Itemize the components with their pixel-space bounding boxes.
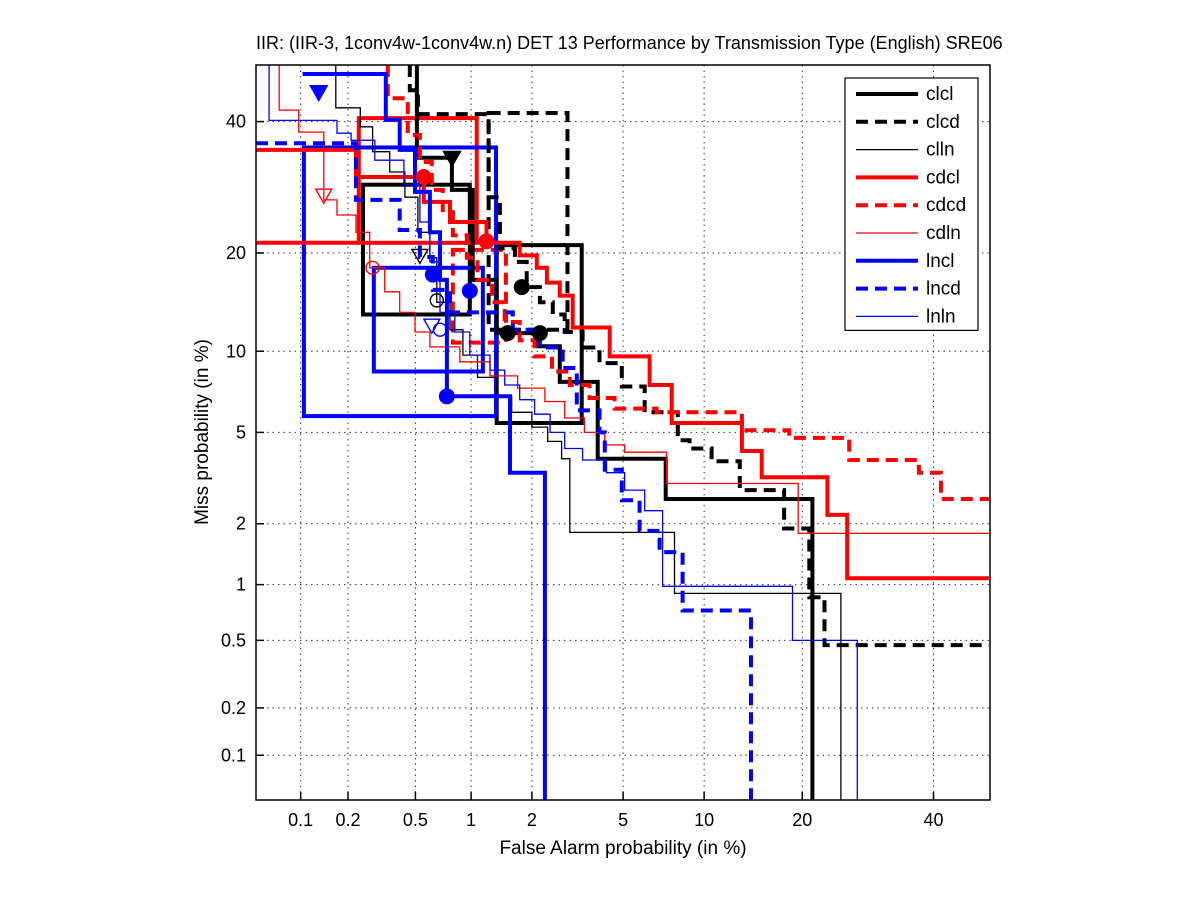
legend: clcl clcd clln cdcl cdcd cdln lncl lncd lnln — [844, 77, 979, 331]
open-circle-marker — [432, 322, 448, 337]
legend-label-clcd: clcd — [926, 112, 960, 133]
x-tick-label: 1 — [466, 810, 476, 830]
y-tick-label: 20 — [226, 243, 246, 263]
det-curve-clcd — [407, 65, 989, 648]
det-curve-lnln — [268, 65, 858, 800]
y-tick-label: 40 — [226, 112, 246, 132]
y-tick-label: 10 — [226, 341, 246, 361]
dcf-box-cdcd — [450, 247, 508, 345]
legend-label-cdln: cdln — [926, 223, 961, 244]
x-tick-label: 0.1 — [288, 810, 313, 830]
filled-circle-marker — [531, 325, 548, 342]
y-tick-label: 0.5 — [221, 630, 246, 650]
det-curve-cdcd — [385, 65, 989, 501]
y-tick-label: 1 — [236, 575, 246, 595]
legend-label-lncl: lncl — [926, 251, 955, 272]
x-tick-label: 40 — [923, 810, 943, 830]
y-tick-label: 5 — [236, 422, 246, 442]
filled-triangle-marker — [442, 150, 462, 168]
filled-circle-marker — [424, 266, 441, 283]
tick-marks — [256, 120, 935, 800]
det-curve-clln — [335, 65, 842, 800]
curves-group — [256, 65, 989, 800]
legend-label-lnln: lnln — [926, 306, 956, 327]
filled-circle-marker — [415, 169, 432, 186]
legend-label-cdcl: cdcl — [926, 167, 960, 188]
y-tick-label: 0.1 — [221, 745, 246, 765]
filled-circle-marker — [478, 233, 495, 250]
open-triangle-marker — [314, 188, 333, 205]
filled-circle-marker — [513, 279, 530, 296]
filled-circle-marker — [499, 325, 516, 342]
filled-circle-marker — [438, 388, 455, 405]
open-triangle-marker — [410, 248, 430, 265]
x-tick-label: 0.2 — [335, 810, 360, 830]
dcf-box-lncd — [371, 265, 485, 374]
y-tick-label: 2 — [236, 514, 246, 534]
legend-label-lncd: lncd — [926, 279, 961, 300]
tick-labels: 0.1 0.2 0.5 1 2 5 10 20 40 0.1 0.2 0.5 1 2 5 10 20 40 — [221, 112, 944, 830]
x-tick-label: 20 — [792, 810, 812, 830]
legend-label-cdcd: cdcd — [926, 195, 966, 216]
x-tick-label: 5 — [618, 810, 628, 830]
legend-label-clcl: clcl — [926, 84, 953, 105]
dcf-box-clcd — [486, 110, 570, 332]
y-tick-label: 0.2 — [221, 698, 246, 718]
det-curve-lncd — [256, 141, 753, 800]
open-circle-marker — [365, 260, 380, 275]
x-tick-label: 0.5 — [403, 810, 428, 830]
dcf-box-lncl — [301, 145, 499, 419]
plot-title: IIR: (IIR-3, 1conv4w-1conv4w.n) DET 13 P… — [256, 33, 1003, 53]
x-tick-label: 10 — [694, 810, 714, 830]
filled-circle-marker — [461, 282, 478, 299]
x-axis-label: False Alarm probability (in %) — [499, 838, 747, 859]
legend-label-clln: clln — [926, 140, 955, 161]
open-triangle-marker — [422, 318, 442, 335]
open-circle-marker — [429, 293, 445, 308]
x-tick-label: 2 — [527, 810, 537, 830]
det-curve-cdln — [278, 65, 989, 535]
filled-triangle-marker — [309, 84, 329, 102]
